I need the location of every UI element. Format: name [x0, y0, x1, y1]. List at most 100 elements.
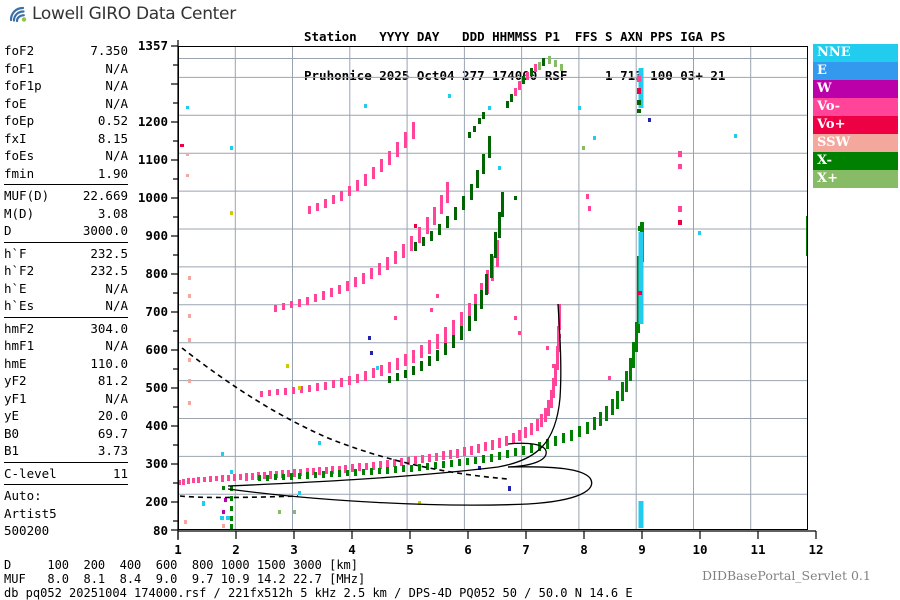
param-value: 3.08: [97, 205, 128, 221]
param-value: 304.0: [90, 320, 128, 336]
param-row: MUF(D) 22.669: [4, 187, 128, 205]
legend-label: E: [817, 63, 827, 78]
param-row: D 3000.0: [4, 222, 128, 240]
ionogram-parameters-panel: foF2 7.350 foF1 N/A foF1p N/A foE N/A foEp 0.…: [4, 42, 128, 540]
ytick-300: 300: [145, 456, 168, 471]
xtick-1: 1: [174, 542, 182, 557]
interference-band-mid: [638, 232, 644, 324]
param-value: 110.0: [90, 355, 128, 371]
param-key: h`E: [4, 280, 27, 296]
param-row: C-level 11: [4, 465, 128, 483]
trace-x-2hop: [388, 192, 504, 383]
legend-item-x-minus[interactable]: X-: [813, 152, 898, 170]
trace-x-3hop: [414, 136, 491, 251]
servlet-version: DIDBasePortal_Servlet 0.1: [702, 568, 871, 583]
trace-o-1hop: [178, 304, 561, 485]
param-key: yF1: [4, 390, 27, 406]
legend-item-nne[interactable]: NNE: [813, 44, 898, 62]
param-key: foEp: [4, 113, 35, 128]
logo-text: Lowell GIRO Data Center: [32, 4, 236, 24]
param-group-frequencies: foF2 7.350 foF1 N/A foF1p N/A foE N/A foEp 0.…: [4, 42, 128, 185]
legend-label: X+: [817, 171, 838, 186]
ytick-600: 600: [145, 342, 168, 357]
param-key: B0: [4, 425, 20, 441]
param-group-profile: hmF2 304.0 hmF1 N/A hmE 110.0 yF2 81.2 yF1 N/…: [4, 320, 128, 463]
param-value: N/A: [105, 338, 128, 353]
ytick-1000: 1000: [138, 190, 168, 205]
footer-distance-row: D 100 200 400 600 800 1000 1500 3000 [km…: [4, 558, 359, 572]
ytick-700: 700: [145, 304, 168, 319]
param-group-muf: MUF(D) 22.669 M(D) 3.08 D 3000.0: [4, 187, 128, 243]
param-value: N/A: [105, 95, 128, 111]
legend-item-w[interactable]: W: [813, 80, 898, 98]
param-value: 232.5: [90, 263, 128, 278]
autoscaler-version: 500200: [4, 523, 50, 538]
legend-item-vo-plus[interactable]: Vo+: [813, 116, 898, 134]
legend-label: W: [817, 81, 832, 96]
param-row: h`Es N/A: [4, 297, 128, 315]
param-value: N/A: [105, 60, 128, 76]
param-value: 3000.0: [82, 223, 128, 238]
param-key: hmE: [4, 355, 27, 371]
param-group-virtual-heights: h`F 232.5 h`F2 232.5 h`E N/A h`Es N/A: [4, 245, 128, 318]
param-key: hmF1: [4, 338, 35, 353]
ytick-500: 500: [145, 380, 168, 395]
xtick-3: 3: [290, 542, 298, 557]
legend-item-vo-minus[interactable]: Vo-: [813, 98, 898, 116]
autoscaler-info: Auto: Artist5 500200: [4, 487, 128, 540]
param-row: B0 69.7: [4, 425, 128, 443]
trace-o-3hop: [274, 182, 449, 312]
legend-item-e[interactable]: E: [813, 62, 898, 80]
ytick-400: 400: [145, 418, 168, 433]
legend-item-ssw[interactable]: SSW: [813, 134, 898, 152]
param-value: 0.52: [97, 113, 128, 128]
param-value: N/A: [105, 390, 128, 406]
param-value: 232.5: [90, 245, 128, 261]
param-row: foF1p N/A: [4, 77, 128, 95]
param-value: 20.0: [97, 408, 128, 423]
legend-label: Vo-: [817, 99, 840, 114]
ytick-80: 80: [153, 523, 168, 538]
param-key: foE: [4, 95, 27, 111]
xtick-2: 2: [232, 542, 240, 557]
param-value: N/A: [105, 148, 128, 163]
legend-label: X-: [817, 153, 833, 168]
param-row: foEs N/A: [4, 147, 128, 165]
horizontal-gridlines: [178, 58, 808, 495]
param-value: 69.7: [97, 425, 128, 441]
param-key: hmF2: [4, 320, 35, 336]
profile-curve-o: [227, 303, 562, 487]
ionogram-plot[interactable]: [178, 46, 808, 530]
ytick-1357: 1357: [138, 38, 168, 53]
param-key: B1: [4, 443, 20, 458]
polarization-legend[interactable]: NNE E W Vo- Vo+ SSW X- X+: [813, 44, 898, 188]
param-key: yF2: [4, 373, 27, 388]
param-key: C-level: [4, 465, 57, 481]
legend-label: Vo+: [817, 117, 846, 132]
xtick-9: 9: [638, 542, 646, 557]
param-key: h`F: [4, 245, 27, 261]
cluster-upper-right: [468, 56, 563, 138]
xtick-10: 10: [692, 542, 707, 557]
param-row: h`F2 232.5: [4, 262, 128, 280]
param-row: B1 3.73: [4, 442, 128, 460]
param-value: 11: [112, 465, 128, 481]
footer-info: D 100 200 400 600 800 1000 1500 3000 [km…: [4, 558, 633, 600]
param-key: foEs: [4, 148, 35, 163]
param-row: foE N/A: [4, 95, 128, 113]
param-key: foF2: [4, 43, 35, 58]
profile-curve-loop: [507, 442, 547, 468]
param-value: N/A: [105, 298, 128, 313]
param-key: h`F2: [4, 263, 35, 278]
autoscaler-name: Artist5: [4, 505, 57, 521]
ytick-1200: 1200: [138, 114, 168, 129]
param-group-clevel: C-level 11: [4, 465, 128, 485]
param-key: foF1p: [4, 78, 42, 93]
param-key: M(D): [4, 205, 35, 221]
param-row: foF2 7.350: [4, 42, 128, 60]
param-value: 3.73: [97, 443, 128, 458]
logo: Lowell GIRO Data Center: [8, 4, 236, 24]
y-axis: 1357 1200 1100 1000 900 800 700 600 500 …: [138, 38, 179, 540]
ionogram-canvas[interactable]: [178, 46, 808, 530]
legend-item-x-plus[interactable]: X+: [813, 170, 898, 188]
